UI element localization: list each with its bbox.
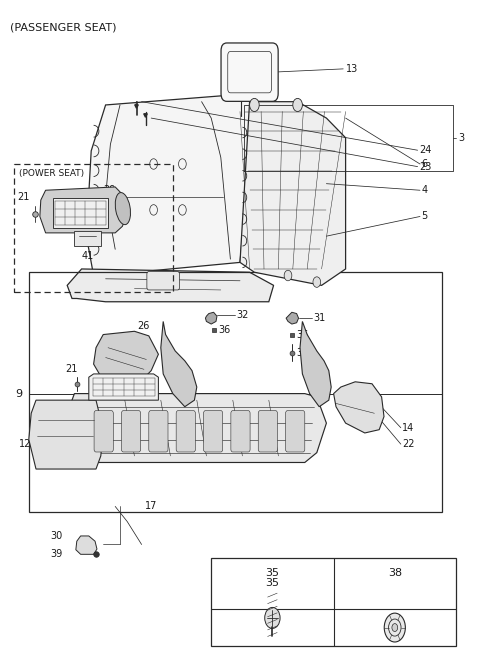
- FancyBboxPatch shape: [258, 411, 277, 452]
- Polygon shape: [240, 102, 346, 285]
- FancyBboxPatch shape: [221, 43, 278, 101]
- FancyBboxPatch shape: [94, 411, 113, 452]
- Text: 32: 32: [237, 310, 249, 320]
- FancyBboxPatch shape: [149, 411, 168, 452]
- Text: (POWER SEAT): (POWER SEAT): [19, 169, 84, 178]
- Circle shape: [264, 607, 280, 628]
- Text: 23: 23: [419, 161, 432, 172]
- Polygon shape: [334, 382, 384, 433]
- Text: (PASSENGER SEAT): (PASSENGER SEAT): [10, 23, 116, 33]
- Text: 9: 9: [15, 388, 23, 399]
- Bar: [29, 272, 442, 512]
- Text: 5: 5: [421, 211, 428, 222]
- Text: 26: 26: [137, 321, 149, 331]
- Text: 17: 17: [145, 501, 157, 511]
- Text: 29: 29: [103, 364, 116, 375]
- Polygon shape: [286, 312, 299, 324]
- Text: 35: 35: [265, 579, 279, 588]
- Circle shape: [384, 613, 406, 642]
- Text: 22: 22: [402, 439, 415, 449]
- Circle shape: [284, 270, 292, 281]
- Text: 30: 30: [50, 531, 62, 541]
- Polygon shape: [161, 321, 197, 407]
- FancyBboxPatch shape: [231, 411, 250, 452]
- Polygon shape: [300, 321, 331, 407]
- Text: 37: 37: [297, 348, 309, 358]
- Polygon shape: [76, 536, 97, 554]
- Text: 4: 4: [421, 185, 428, 195]
- FancyBboxPatch shape: [121, 411, 141, 452]
- Polygon shape: [29, 400, 103, 469]
- Polygon shape: [94, 331, 158, 380]
- FancyBboxPatch shape: [147, 272, 180, 290]
- FancyBboxPatch shape: [286, 411, 305, 452]
- Bar: [211, 558, 456, 646]
- Text: 3: 3: [458, 133, 465, 143]
- Ellipse shape: [115, 193, 131, 224]
- Polygon shape: [53, 198, 108, 228]
- Text: 12: 12: [19, 439, 31, 449]
- Bar: [14, 164, 173, 292]
- Text: 36: 36: [297, 329, 309, 340]
- Circle shape: [392, 624, 397, 632]
- Text: 36: 36: [218, 325, 231, 335]
- Circle shape: [250, 98, 259, 112]
- Circle shape: [293, 98, 302, 112]
- Text: 13: 13: [346, 64, 358, 74]
- Polygon shape: [67, 394, 326, 462]
- Polygon shape: [40, 187, 127, 233]
- Polygon shape: [67, 269, 274, 302]
- Text: 41: 41: [81, 251, 94, 261]
- Text: 35: 35: [265, 569, 279, 579]
- Polygon shape: [74, 231, 101, 246]
- FancyBboxPatch shape: [176, 411, 195, 452]
- Text: 24: 24: [419, 145, 432, 155]
- Text: 29: 29: [104, 185, 116, 195]
- Text: 21: 21: [17, 192, 30, 202]
- Text: 6: 6: [421, 159, 428, 169]
- Text: 21: 21: [65, 364, 77, 375]
- FancyBboxPatch shape: [204, 411, 223, 452]
- Text: 39: 39: [50, 549, 62, 560]
- Polygon shape: [86, 95, 257, 276]
- Text: 14: 14: [402, 422, 415, 433]
- Circle shape: [313, 277, 321, 287]
- Text: 31: 31: [313, 313, 326, 323]
- Text: 38: 38: [388, 569, 402, 579]
- Polygon shape: [89, 374, 158, 400]
- Polygon shape: [205, 312, 217, 324]
